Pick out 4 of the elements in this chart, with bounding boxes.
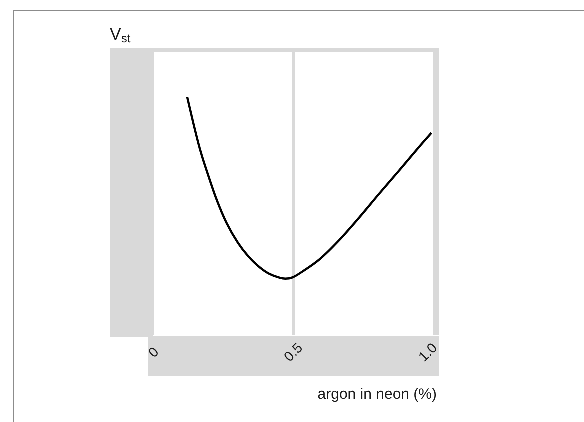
x-tick-label: 0 — [145, 344, 162, 361]
x-tick-label: 0.5 — [280, 340, 306, 365]
x-tick-label: 1.0 — [415, 340, 440, 365]
x-axis-title: argon in neon (%) — [318, 386, 438, 403]
